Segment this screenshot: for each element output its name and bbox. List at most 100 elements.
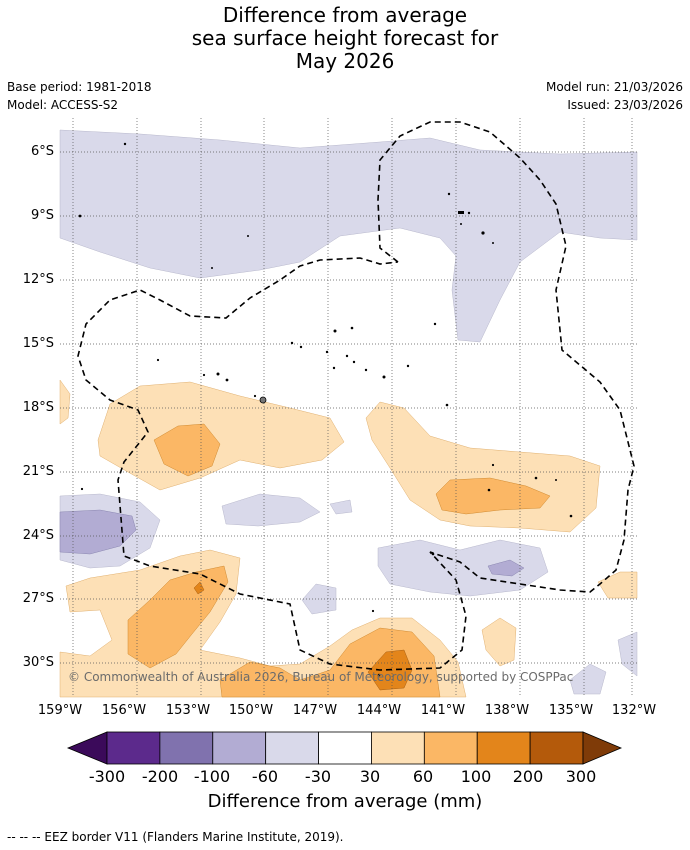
colorbar-label: 100 — [460, 767, 492, 786]
lat-label-21s: 21°S — [22, 464, 54, 479]
colorbar-label: 60 — [412, 767, 434, 786]
colorbar-swatch — [212, 731, 267, 765]
lat-label-12s: 12°S — [22, 272, 54, 287]
colorbar-label: 200 — [512, 767, 544, 786]
island — [123, 142, 127, 146]
island — [406, 364, 410, 368]
island — [350, 326, 354, 330]
base-period: Base period: 1981-2018 — [7, 80, 152, 94]
title-line-2: sea surface height forecast for — [191, 26, 499, 50]
negative-core-east — [487, 559, 525, 577]
lon-label-150w: 150°W — [228, 703, 274, 718]
positive-patch-northwest — [59, 379, 71, 425]
lon-label-147w: 147°W — [292, 703, 338, 718]
positive-patch-east-south — [481, 617, 517, 667]
colorbar-label: -30 — [304, 767, 332, 786]
island — [333, 329, 337, 333]
island — [445, 403, 449, 407]
lon-label-132w: 132°W — [611, 703, 657, 718]
colorbar-label: 300 — [565, 767, 597, 786]
colorbar-swatch — [371, 731, 425, 765]
colorbar-label: -300 — [88, 767, 126, 786]
eez-border — [77, 121, 635, 671]
negative-patch-far-east — [569, 663, 607, 695]
island — [352, 360, 356, 364]
lon-label-159w: 159°W — [37, 703, 83, 718]
lon-label-135w: 135°W — [548, 703, 594, 718]
lat-label-9s: 9°S — [30, 208, 54, 223]
title-line-1: Difference from average — [222, 3, 468, 27]
colorbar-swatch — [265, 731, 319, 765]
lat-label-15s: 15°S — [22, 336, 54, 351]
island — [299, 345, 303, 349]
island — [259, 396, 267, 404]
island — [78, 214, 82, 218]
colorbar-label: -60 — [251, 767, 279, 786]
lat-label-27s: 27°S — [22, 591, 54, 606]
positive-dot — [193, 581, 205, 595]
colorbar-swatch — [106, 731, 161, 765]
colorbar-swatch — [476, 731, 531, 765]
lat-label-18s: 18°S — [22, 400, 54, 415]
meta-right: Model run: 21/03/2026 Issued: 23/03/2026 — [546, 78, 683, 114]
lon-label-141w: 141°W — [420, 703, 466, 718]
island — [534, 476, 538, 480]
lon-label-156w: 156°W — [101, 703, 147, 718]
island — [253, 394, 257, 398]
island — [492, 242, 494, 244]
colorbar-swatch — [318, 731, 372, 765]
negative-patch-central — [221, 493, 321, 527]
island — [290, 341, 294, 345]
island — [80, 487, 84, 491]
meta-left: Base period: 1981-2018 Model: ACCESS-S2 — [7, 78, 152, 114]
anomaly-field — [59, 118, 638, 698]
colorbar-swatch — [159, 731, 214, 765]
colorbar-label: 30 — [359, 767, 381, 786]
title-line-3: May 2026 — [295, 49, 395, 73]
island — [382, 375, 386, 379]
island — [460, 223, 462, 225]
colorbar-swatch — [423, 731, 478, 765]
island — [211, 267, 213, 269]
positive-band-west — [97, 381, 345, 491]
colorbar-max-extend — [582, 731, 623, 765]
negative-core-west — [59, 509, 137, 555]
island — [156, 358, 160, 362]
island — [345, 354, 349, 358]
map-title: Difference from average sea surface heig… — [0, 4, 690, 73]
island — [202, 373, 206, 377]
island — [569, 514, 573, 518]
island — [447, 192, 451, 196]
issued-date: Issued: 23/03/2026 — [567, 98, 683, 112]
graticule — [60, 118, 637, 697]
island — [377, 673, 381, 677]
island — [487, 488, 491, 492]
positive-patch-far-east — [597, 571, 638, 599]
colorbar-min-extend — [66, 731, 108, 765]
island — [371, 609, 375, 613]
island — [458, 211, 464, 214]
island — [364, 368, 368, 372]
lon-label-153w: 153°W — [165, 703, 211, 718]
model-name: Model: ACCESS-S2 — [7, 98, 119, 112]
colorbar — [66, 731, 623, 765]
lon-label-138w: 138°W — [484, 703, 530, 718]
lon-label-144w: 144°W — [356, 703, 402, 718]
island — [216, 372, 220, 376]
island — [433, 322, 437, 326]
copyright-notice: © Commonwealth of Australia 2026, Bureau… — [68, 670, 574, 684]
colorbar-label: -100 — [193, 767, 231, 786]
negative-patch-small — [329, 499, 353, 515]
island — [481, 231, 485, 235]
island — [491, 463, 495, 467]
model-run: Model run: 21/03/2026 — [545, 80, 683, 94]
lat-label-30s: 30°S — [22, 655, 54, 670]
island — [555, 479, 557, 481]
island — [467, 211, 471, 215]
eez-footnote: -- -- -- EEZ border V11 (Flanders Marine… — [7, 830, 344, 844]
lat-label-24s: 24°S — [22, 528, 54, 543]
positive-core-west — [153, 423, 221, 477]
positive-core-east — [435, 477, 551, 515]
colorbar-swatch — [529, 731, 584, 765]
